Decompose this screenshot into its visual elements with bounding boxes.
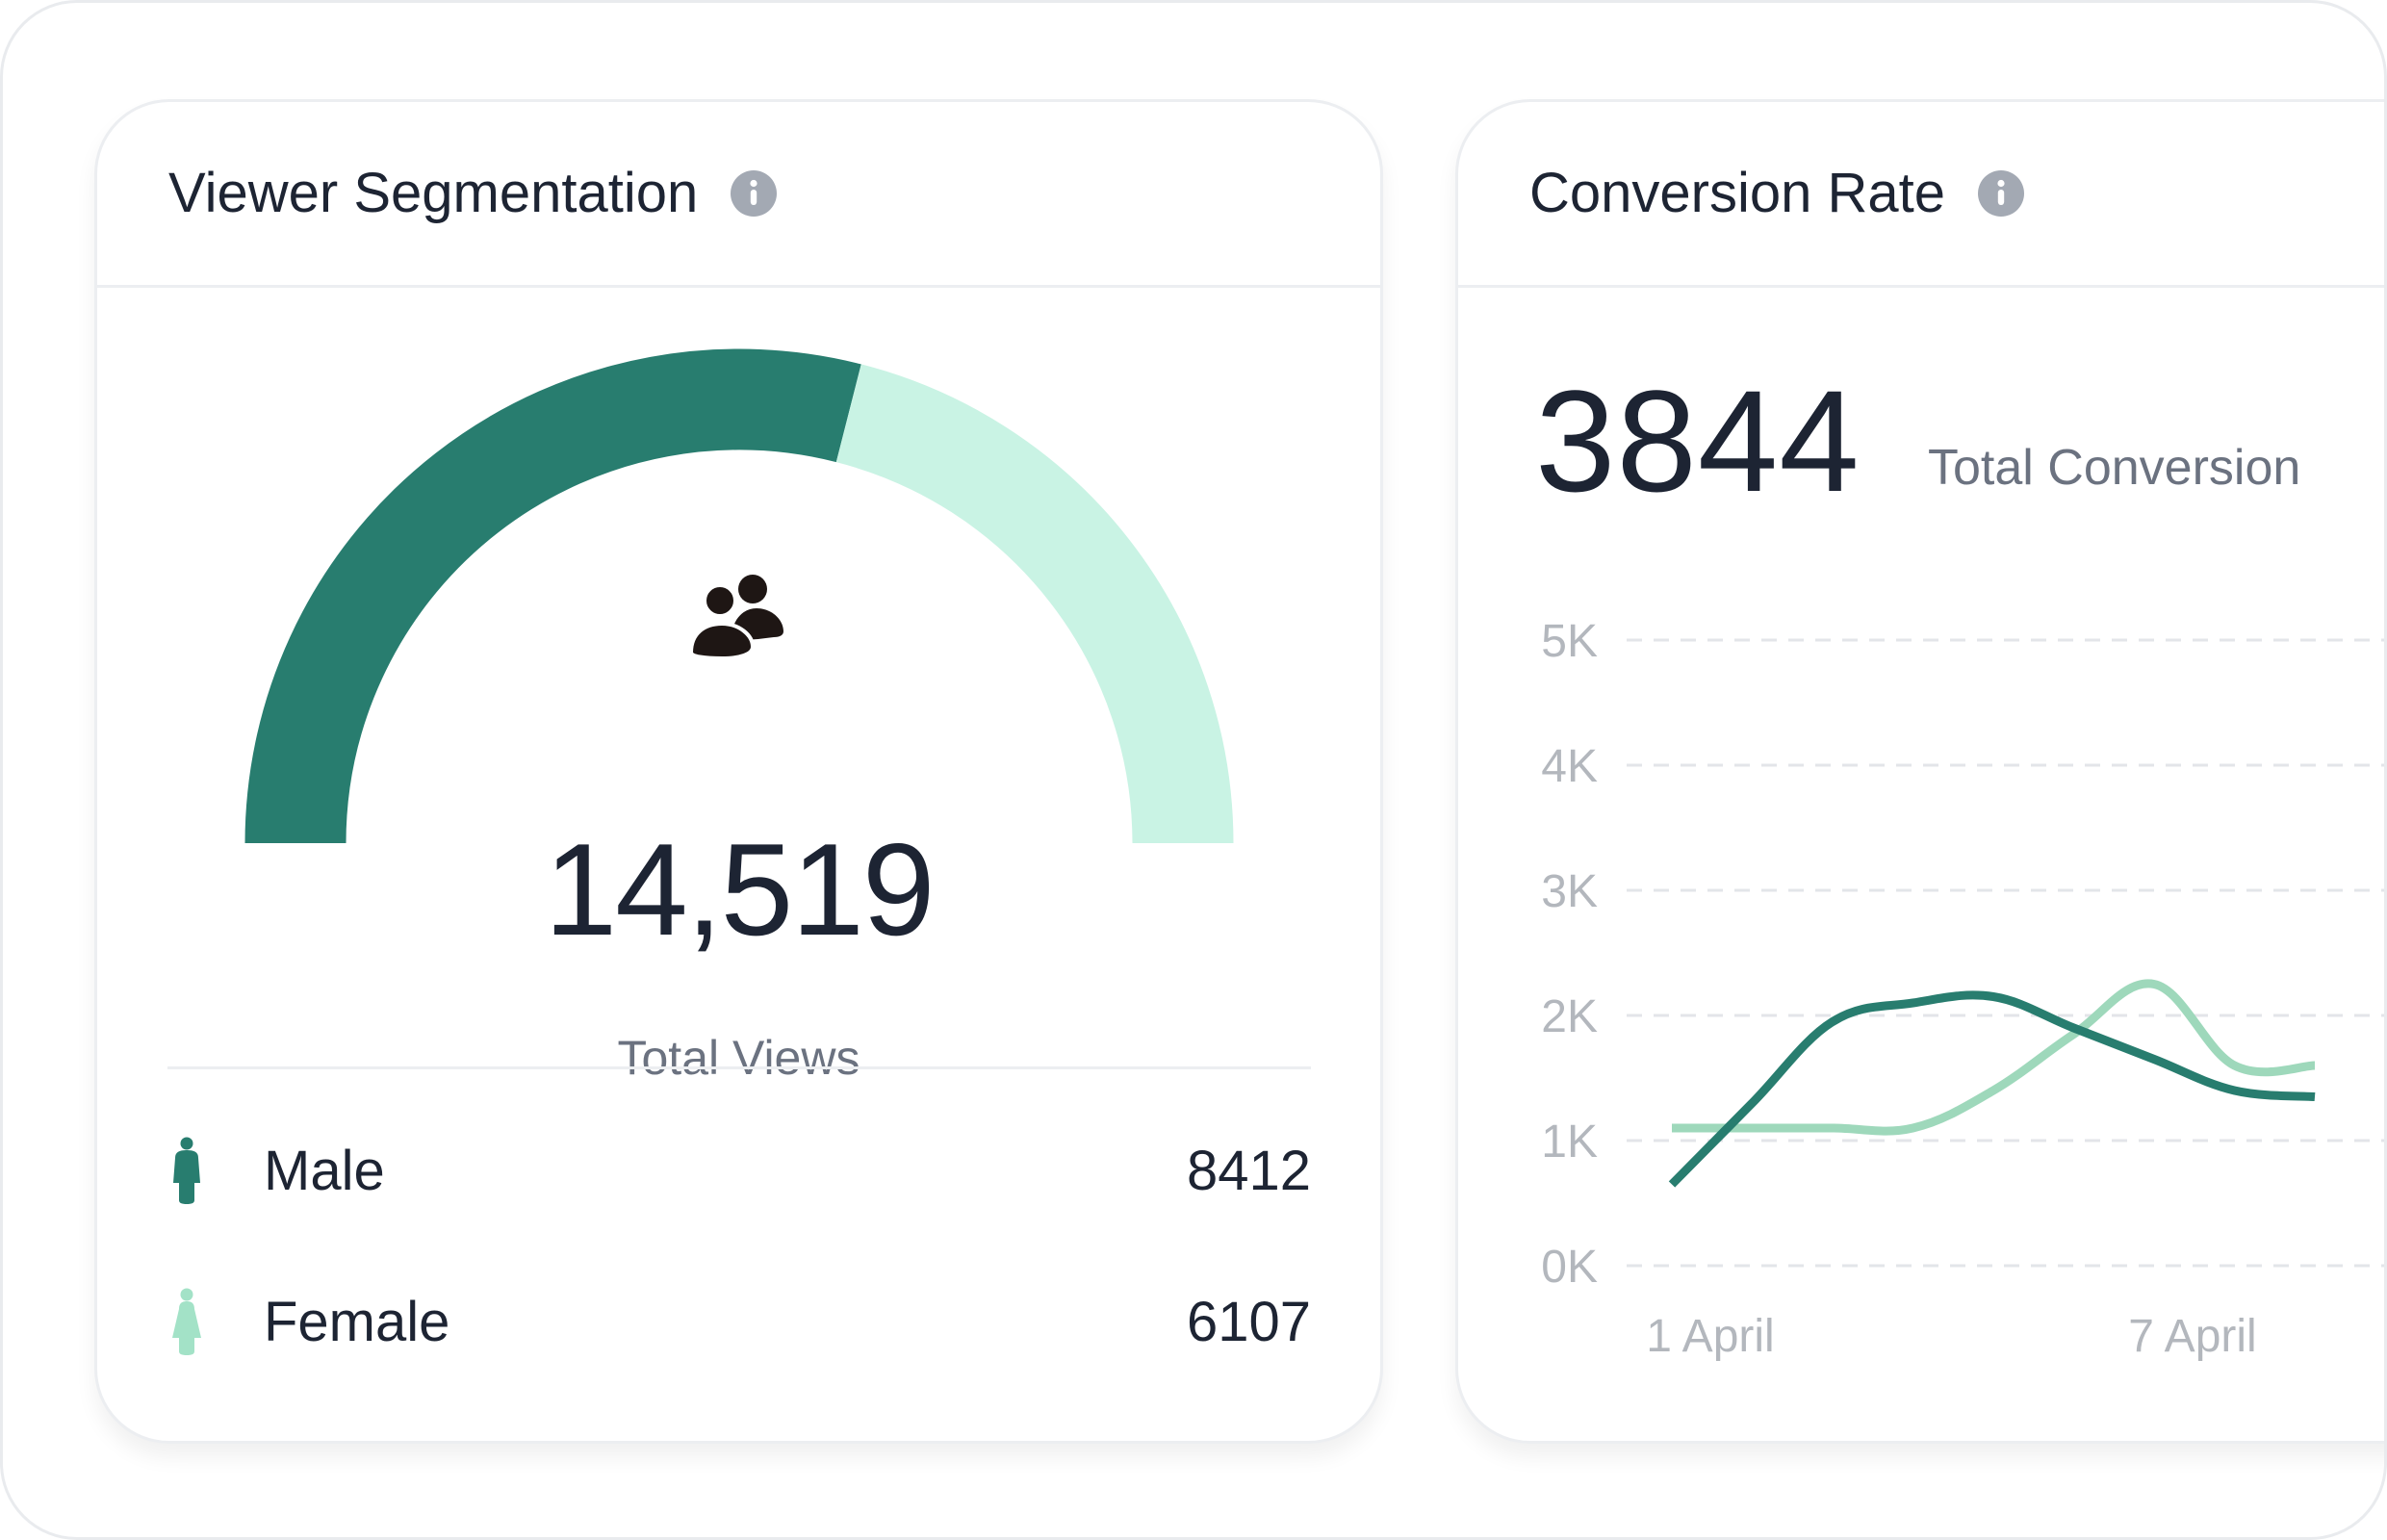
series-line-light <box>1672 979 2316 1136</box>
y-tick-label: 3K <box>1541 866 1598 917</box>
y-tick-label: 1K <box>1541 1116 1598 1168</box>
viewer-segmentation-card: Viewer Segmentation 14,519 Total Views <box>94 99 1383 1444</box>
total-views-label: Total Views <box>617 1031 860 1085</box>
total-conversion-label: Total Conversion <box>1928 440 2301 496</box>
legend-label-female: Female <box>264 1291 450 1353</box>
total-views-value: 14,519 <box>544 816 936 962</box>
conversion-rate-title: Conversion Rate <box>1529 162 1945 224</box>
info-icon[interactable] <box>1978 170 2024 217</box>
gauge-segment-male <box>244 348 861 844</box>
card-header: Conversion Rate <box>1529 155 2024 232</box>
legend-row-male: Male 8412 <box>167 1133 1311 1229</box>
header-divider <box>97 285 1380 288</box>
x-tick-label: 1 April <box>1646 1311 1774 1362</box>
y-tick-label: 0K <box>1541 1242 1598 1293</box>
conversion-rate-card: Conversion Rate 3844 Total Conversion 0K… <box>1455 99 2384 1444</box>
legend-value-male: 8412 <box>1186 1140 1311 1202</box>
x-tick-label: 7 April <box>2128 1311 2256 1362</box>
male-person-icon <box>173 1137 200 1204</box>
card-header: Viewer Segmentation <box>168 155 778 232</box>
users-icon <box>688 575 783 661</box>
y-tick-label: 4K <box>1541 741 1598 792</box>
legend-row-female: Female 6107 <box>167 1284 1311 1380</box>
header-divider <box>1458 285 2384 288</box>
legend-label-male: Male <box>264 1140 385 1202</box>
info-icon[interactable] <box>731 170 778 217</box>
female-person-icon <box>172 1288 201 1355</box>
legend-value-female: 6107 <box>1186 1291 1311 1353</box>
total-conversion-value: 3844 <box>1535 360 1861 522</box>
gauge-segment-female <box>835 364 1234 844</box>
y-tick-label: 5K <box>1541 616 1598 667</box>
legend-divider <box>167 1066 1311 1069</box>
conversion-line-chart: 0K 1K 2K 3K 4K 5K 1 April 7 April <box>1541 616 2384 1362</box>
y-tick-label: 2K <box>1541 991 1598 1042</box>
gender-gauge-chart <box>244 348 1234 844</box>
viewer-segmentation-title: Viewer Segmentation <box>168 162 699 224</box>
series-line-dark <box>1668 990 2316 1188</box>
